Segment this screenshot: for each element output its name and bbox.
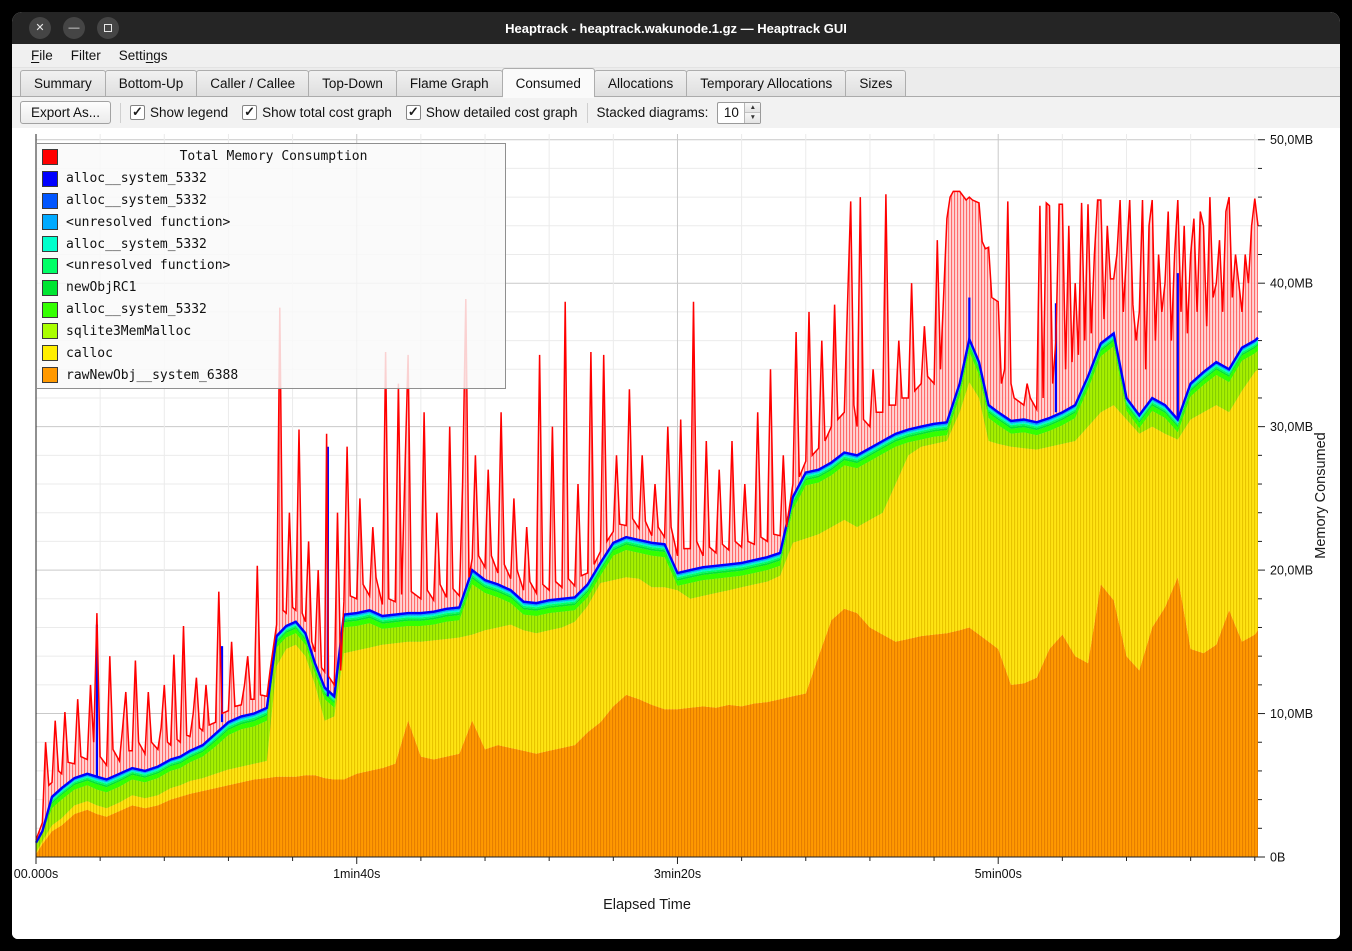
legend-swatch bbox=[42, 345, 58, 362]
stacked-diagrams-value: 10 bbox=[723, 105, 739, 120]
checkmark-icon bbox=[405, 104, 421, 120]
legend-item: alloc__system_5332 bbox=[37, 299, 505, 321]
legend-swatch bbox=[42, 367, 58, 384]
checkbox-show-total-cost-graph[interactable]: Show total cost graph bbox=[242, 104, 392, 120]
legend-swatch bbox=[42, 236, 58, 253]
legend-swatch bbox=[42, 257, 58, 274]
minimize-button[interactable]: — bbox=[63, 17, 85, 39]
tab-bottom-up[interactable]: Bottom-Up bbox=[104, 70, 198, 97]
window-title: Heaptrack - heaptrack.wakunode.1.gz — He… bbox=[505, 20, 847, 36]
legend-label: alloc__system_5332 bbox=[66, 236, 207, 252]
x-tick-label: 1min40s bbox=[333, 867, 380, 881]
checkbox-label: Show detailed cost graph bbox=[425, 105, 578, 120]
legend-label: <unresolved function> bbox=[66, 258, 231, 274]
legend-label: rawNewObj__system_6388 bbox=[66, 367, 239, 383]
checkbox-show-legend[interactable]: Show legend bbox=[130, 104, 229, 120]
toolbar-separator bbox=[120, 102, 122, 123]
tab-bar: Summary Bottom-Up Caller / Callee Top-Down F… bbox=[12, 68, 1340, 98]
rawnewobj-area bbox=[36, 577, 1258, 857]
legend-label: alloc__system_5332 bbox=[66, 171, 207, 187]
legend-item: Total Memory Consumption bbox=[37, 146, 505, 168]
maximize-button[interactable] bbox=[97, 17, 119, 39]
close-button[interactable]: ✕ bbox=[29, 17, 51, 39]
tab-summary[interactable]: Summary bbox=[20, 70, 106, 97]
maximize-icon bbox=[104, 24, 112, 32]
y-tick-label: 0B bbox=[1270, 851, 1285, 865]
legend-swatch bbox=[42, 170, 58, 187]
app-window: ✕ — Heaptrack - heaptrack.wakunode.1.gz … bbox=[12, 12, 1340, 939]
legend-item: alloc__system_5332 bbox=[37, 168, 505, 190]
toolbar-separator bbox=[586, 102, 588, 123]
chart-legend: Total Memory Consumption alloc__system_53… bbox=[36, 143, 506, 389]
legend-label: sqlite3MemMalloc bbox=[66, 323, 192, 339]
menu-bar: File Filter Settings bbox=[12, 44, 1340, 68]
alloc-top-line bbox=[34, 331, 1259, 844]
y-tick-label: 30,0MB bbox=[1270, 420, 1313, 434]
export-as-button[interactable]: Export As... bbox=[20, 101, 112, 124]
checkbox-group: Show legend Show total cost graph Show det… bbox=[130, 104, 578, 120]
menu-item-file[interactable]: File bbox=[31, 48, 53, 63]
legend-swatch bbox=[42, 192, 58, 209]
minimize-icon: — bbox=[68, 21, 80, 34]
tab-allocations[interactable]: Allocations bbox=[593, 70, 688, 97]
legend-label: alloc__system_5332 bbox=[66, 302, 207, 318]
consumed-chart-panel: 0B 10,0MB 20,0MB 30,0MB 40,0MB 50,0MB 00.000s 1… bbox=[12, 128, 1340, 939]
legend-item: <unresolved function> bbox=[37, 255, 505, 277]
checkbox-label: Show legend bbox=[150, 105, 229, 120]
close-icon: ✕ bbox=[35, 21, 45, 34]
memory-consumption-chart[interactable]: 0B 10,0MB 20,0MB 30,0MB 40,0MB 50,0MB 00.000s 1… bbox=[12, 128, 1340, 939]
legend-label: alloc__system_5332 bbox=[66, 193, 207, 209]
y-axis-title: Memory Consumed bbox=[1313, 432, 1329, 559]
legend-label: calloc bbox=[66, 345, 113, 361]
spinbox-buttons: ▲ ▼ bbox=[744, 102, 761, 123]
y-tick-label: 50,0MB bbox=[1270, 133, 1313, 147]
tab-sizes[interactable]: Sizes bbox=[845, 70, 907, 97]
title-bar[interactable]: ✕ — Heaptrack - heaptrack.wakunode.1.gz … bbox=[12, 12, 1340, 44]
menu-item-filter[interactable]: Filter bbox=[70, 48, 101, 63]
checkmark-icon bbox=[242, 104, 258, 120]
x-axis-title: Elapsed Time bbox=[603, 897, 691, 913]
legend-item: <unresolved function> bbox=[37, 211, 505, 233]
legend-item: sqlite3MemMalloc bbox=[37, 321, 505, 343]
legend-swatch bbox=[42, 279, 58, 296]
legend-item: alloc__system_5332 bbox=[37, 190, 505, 212]
stacked-diagrams-spinbox[interactable]: 10 ▲ ▼ bbox=[717, 101, 762, 124]
y-tick-label: 40,0MB bbox=[1270, 277, 1313, 291]
checkbox-label: Show total cost graph bbox=[262, 105, 392, 120]
y-tick-label: 20,0MB bbox=[1270, 564, 1313, 578]
tab-caller-callee[interactable]: Caller / Callee bbox=[196, 70, 310, 97]
menu-item-settings[interactable]: Settings bbox=[118, 48, 168, 63]
x-tick-label: 00.000s bbox=[14, 867, 58, 881]
tab-consumed[interactable]: Consumed bbox=[501, 68, 595, 98]
legend-item: rawNewObj__system_6388 bbox=[37, 364, 505, 386]
legend-swatch bbox=[42, 214, 58, 231]
legend-swatch bbox=[42, 148, 58, 165]
legend-item: alloc__system_5332 bbox=[37, 233, 505, 255]
tab-temporary-allocations[interactable]: Temporary Allocations bbox=[686, 70, 847, 97]
spin-up-icon[interactable]: ▲ bbox=[745, 102, 761, 113]
toolbar: Export As... Show legend Show total cost … bbox=[12, 97, 1340, 128]
legend-label: <unresolved function> bbox=[66, 214, 231, 230]
x-tick-label: 3min20s bbox=[654, 867, 701, 881]
legend-item: newObjRC1 bbox=[37, 277, 505, 299]
tab-flame-graph[interactable]: Flame Graph bbox=[395, 70, 503, 97]
y-tick-label: 10,0MB bbox=[1270, 707, 1313, 721]
checkbox-show-detailed-cost-graph[interactable]: Show detailed cost graph bbox=[405, 104, 578, 120]
tab-top-down[interactable]: Top-Down bbox=[308, 70, 397, 97]
calloc-area bbox=[36, 369, 1258, 855]
legend-item: calloc bbox=[37, 342, 505, 364]
checkmark-icon bbox=[130, 104, 146, 120]
legend-label: Total Memory Consumption bbox=[179, 149, 368, 165]
spin-down-icon[interactable]: ▼ bbox=[745, 113, 761, 123]
x-tick-label: 5min00s bbox=[975, 867, 1022, 881]
legend-label: newObjRC1 bbox=[66, 280, 137, 296]
legend-swatch bbox=[42, 301, 58, 318]
total-memory-line bbox=[35, 190, 1259, 841]
legend-swatch bbox=[42, 323, 58, 340]
stacked-diagrams-label: Stacked diagrams: bbox=[596, 105, 709, 120]
